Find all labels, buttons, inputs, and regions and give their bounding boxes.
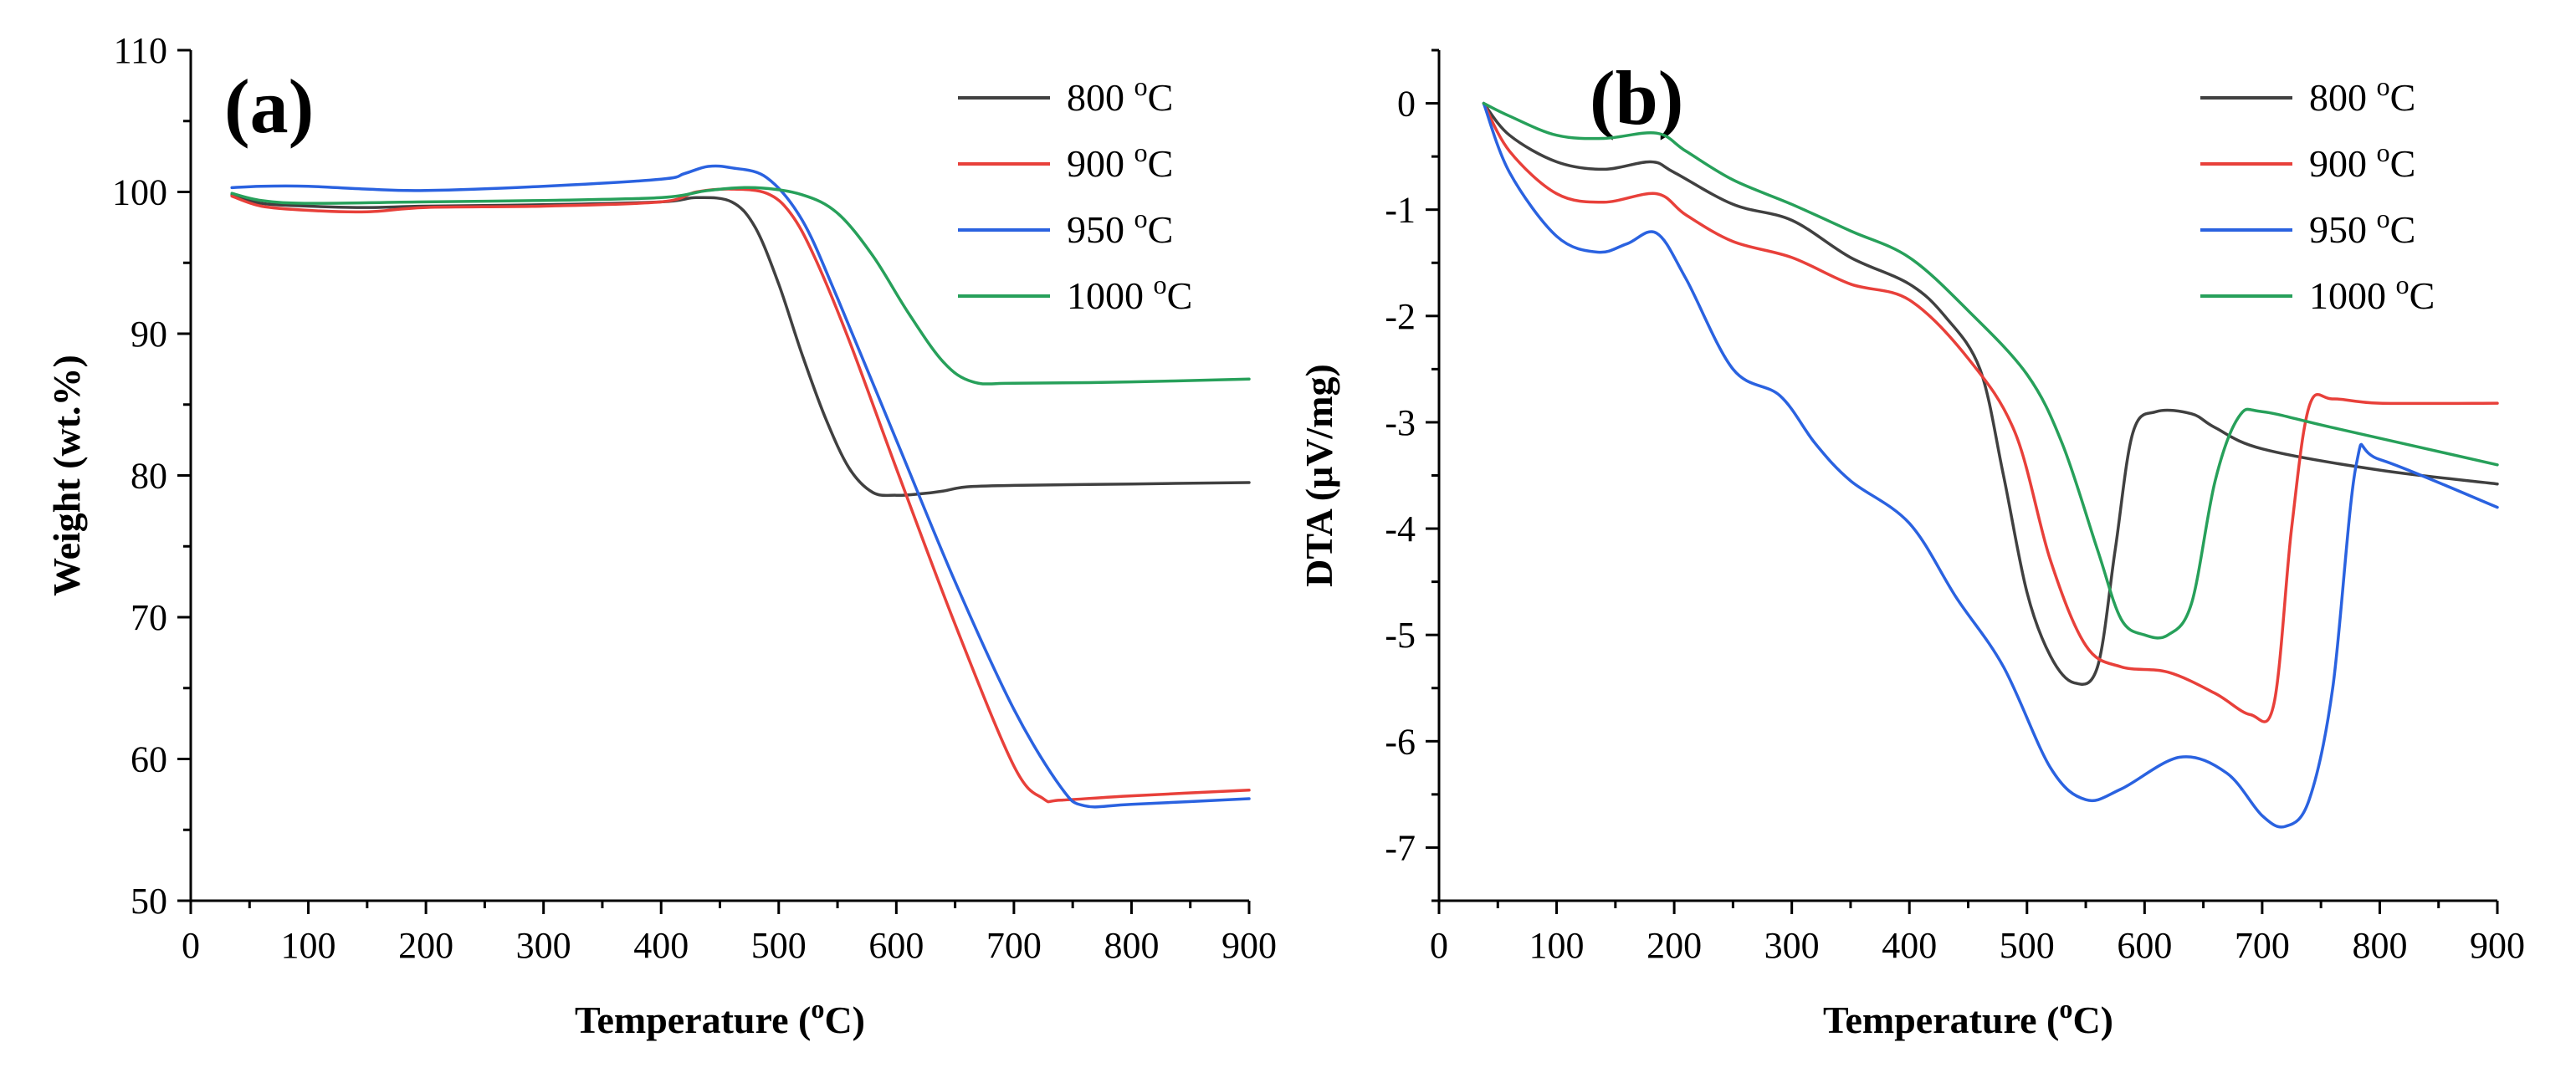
panel-a-y-tick-label: 100	[112, 172, 167, 213]
panel-b-x-tick-label: 0	[1430, 925, 1448, 966]
panel-b-x-tick-label: 300	[1764, 925, 1820, 966]
panel-b-x-axis-title: Temperature (oC)	[1823, 994, 2113, 1041]
panel-a-series-line	[230, 193, 1251, 498]
panel-b-legend-label: 1000 oC	[2309, 269, 2435, 317]
panel-a-x-tick-label: 700	[986, 925, 1042, 966]
panel-b-y-axis-title: DTA (μV/mg)	[1298, 364, 1340, 587]
panel-a-series-line	[230, 187, 1251, 804]
panel-b-series-line	[1482, 101, 2499, 687]
panel-a-y-axis-title: Weight (wt.%)	[45, 355, 88, 596]
panel-b-x-tick-label: 500	[2000, 925, 2055, 966]
panel-a-x-tick-label: 100	[281, 925, 336, 966]
panel-a-weight-chart: 0 100 200 300 400 500 600 700 800 900 50 60 70 80 90 10…	[45, 30, 1277, 1041]
panel-a-y-tick-label: 70	[131, 597, 167, 638]
panel-b-y-tick-label: -3	[1385, 402, 1416, 443]
panel-a-y-tick-label: 50	[131, 881, 167, 922]
panel-b-y-tick-label: -1	[1385, 190, 1416, 231]
panel-b-series-line	[1482, 101, 2499, 829]
panel-a-series-line	[230, 164, 1251, 809]
panel-b-x-tick-label: 900	[2470, 925, 2525, 966]
panel-b-y-tick-label: -7	[1385, 827, 1416, 868]
panel-a-x-tick-label: 0	[182, 925, 200, 966]
panel-a-x-tick-label: 200	[398, 925, 453, 966]
panel-b-y-tick-label: 0	[1397, 84, 1416, 125]
panel-b-y-tick-label: -5	[1385, 615, 1416, 656]
panel-b-x-tick-label: 600	[2117, 925, 2172, 966]
panel-a-y-tick-label: 110	[114, 30, 167, 71]
panel-b-x-tick-label: 200	[1646, 925, 1702, 966]
panel-a-x-tick-label: 800	[1104, 925, 1159, 966]
panel-b-y-tick-label: -6	[1385, 721, 1416, 762]
panel-a-legend-label: 800 oC	[1067, 71, 1173, 119]
panel-b-x-tick-label: 100	[1529, 925, 1585, 966]
panel-a-legend-label: 950 oC	[1067, 203, 1173, 251]
panel-a-x-tick-label: 600	[868, 925, 924, 966]
panel-b-panel-label: (b)	[1590, 55, 1683, 141]
panel-a-x-tick-label: 900	[1221, 925, 1277, 966]
panel-b-y-tick-label: -2	[1385, 296, 1416, 337]
panel-a-x-tick-label: 400	[633, 925, 689, 966]
panel-b-series-line	[1482, 101, 2499, 723]
panel-b-legend-label: 900 oC	[2309, 137, 2415, 185]
panel-b-legend-label: 950 oC	[2309, 203, 2415, 251]
panel-b-series-line	[1482, 101, 2499, 640]
panel-b-x-tick-label: 700	[2235, 925, 2290, 966]
panel-a-x-tick-label: 300	[516, 925, 571, 966]
panel-a-series-line	[230, 186, 1251, 386]
panel-a-y-tick-label: 60	[131, 739, 167, 780]
panel-a-x-axis-title: Temperature (oC)	[575, 994, 865, 1041]
panel-a-x-tick-label: 500	[751, 925, 807, 966]
panel-a-y-tick-label: 90	[131, 314, 167, 355]
panel-a-legend-label: 900 oC	[1067, 137, 1173, 185]
panel-a-y-tick-label: 80	[131, 456, 167, 497]
panel-b-y-tick-label: -4	[1385, 508, 1416, 549]
panel-a-legend-label: 1000 oC	[1067, 269, 1192, 317]
panel-b-x-tick-label: 800	[2352, 925, 2407, 966]
panel-b-x-tick-label: 400	[1882, 925, 1937, 966]
panel-b-dta-chart: 0 100 200 300 400 500 600 700 800 900 -7 -6 -5 -4 -3 -2…	[1298, 49, 2525, 1041]
panel-a-panel-label: (a)	[224, 64, 314, 149]
panel-b-legend-label: 800 oC	[2309, 71, 2415, 119]
